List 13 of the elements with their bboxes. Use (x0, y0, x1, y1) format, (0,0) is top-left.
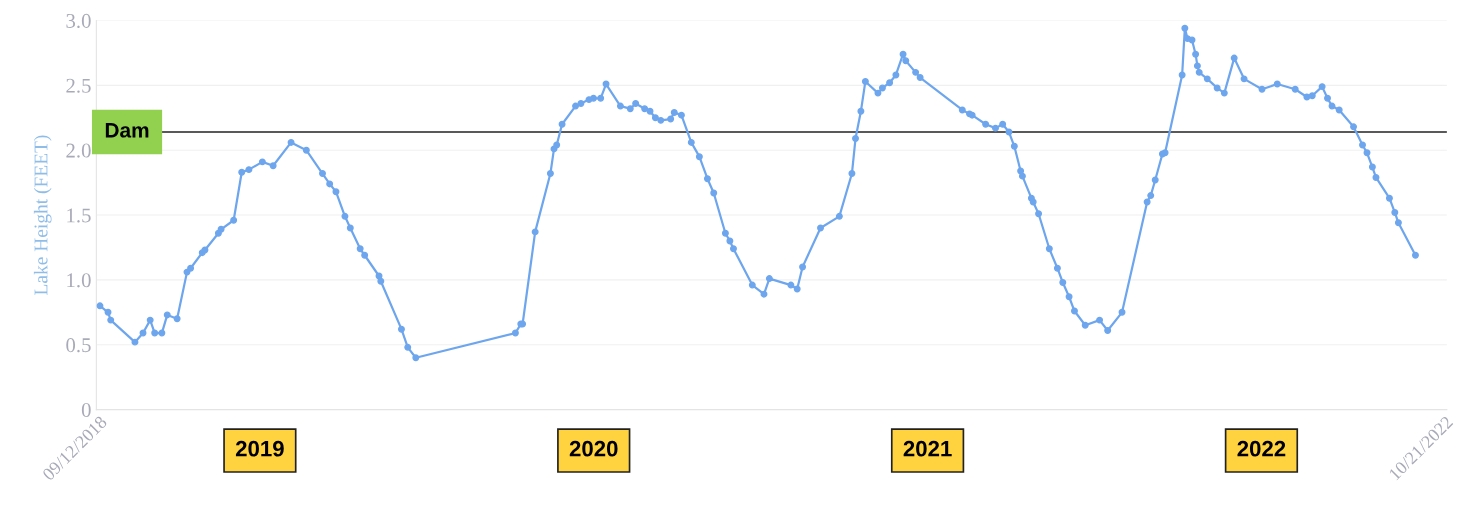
y-tick-label: 3.0 (66, 13, 91, 28)
y-axis-title: Lake Height (FEET) (33, 135, 52, 295)
y-tick-label: 0.5 (66, 338, 91, 353)
ref-line-label: Dam (105, 123, 149, 138)
text: 2021 (903, 440, 952, 457)
text: 2020 (569, 440, 618, 457)
text: 2022 (1237, 440, 1286, 457)
y-tick-label: 2.0 (66, 143, 91, 158)
y-tick-label: 1.0 (67, 273, 91, 288)
y-tick-label: 0 (81, 402, 91, 418)
text: 2019 (235, 440, 284, 457)
y-tick-label: 2.5 (66, 78, 91, 93)
y-tick-label: 1.5 (67, 208, 91, 223)
